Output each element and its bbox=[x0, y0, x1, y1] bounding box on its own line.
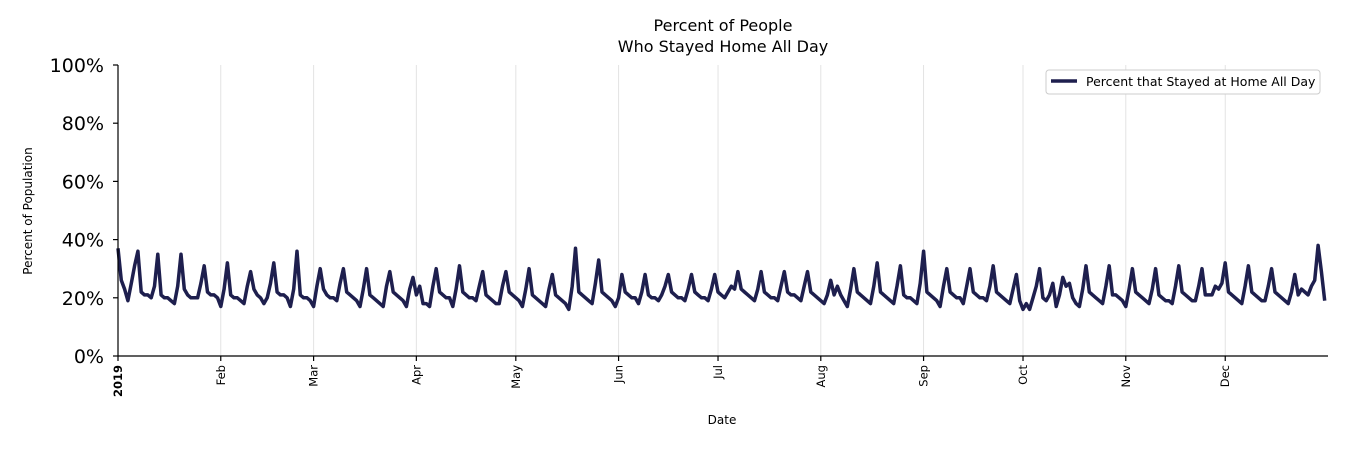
x-tick-label: Nov bbox=[1119, 365, 1133, 388]
y-tick-label: 80% bbox=[62, 113, 104, 135]
x-tick-label: 2019 bbox=[111, 365, 125, 397]
x-tick-label: Jul bbox=[711, 365, 725, 380]
x-axis: 2019 Feb Mar Apr May Jun Jul Aug Sep Oct Nov Dec bbox=[111, 356, 1232, 397]
x-tick-label: Aug bbox=[814, 365, 828, 387]
chart-subtitle: Who Stayed Home All Day bbox=[618, 37, 828, 56]
x-tick-label: Oct bbox=[1016, 365, 1030, 385]
x-axis-label: Date bbox=[708, 413, 737, 427]
x-tick-label: Dec bbox=[1218, 365, 1232, 387]
y-tick-label: 20% bbox=[62, 288, 104, 310]
y-tick-label: 100% bbox=[50, 55, 104, 77]
legend-label: Percent that Stayed at Home All Day bbox=[1086, 74, 1316, 89]
y-tick-label: 40% bbox=[62, 230, 104, 252]
y-tick-label: 0% bbox=[74, 346, 104, 368]
x-tick-label: Feb bbox=[214, 365, 228, 385]
x-tick-label: Sep bbox=[917, 365, 931, 387]
x-tick-label: Mar bbox=[307, 365, 321, 387]
legend-box bbox=[1045, 69, 1321, 95]
x-tick-label: May bbox=[509, 365, 523, 389]
y-axis-label: Percent of Population bbox=[21, 147, 35, 274]
x-tick-label: Apr bbox=[409, 365, 423, 385]
x-tick-label: Jun bbox=[612, 365, 626, 384]
gridlines bbox=[220, 65, 1226, 356]
chart-title: Percent of People bbox=[654, 16, 793, 35]
legend: Percent that Stayed at Home All Day bbox=[1045, 69, 1321, 95]
series-line bbox=[116, 243, 1327, 312]
y-tick-label: 60% bbox=[62, 171, 104, 193]
y-axis: 0% 20% 40% 60% 80% 100% bbox=[50, 55, 118, 368]
